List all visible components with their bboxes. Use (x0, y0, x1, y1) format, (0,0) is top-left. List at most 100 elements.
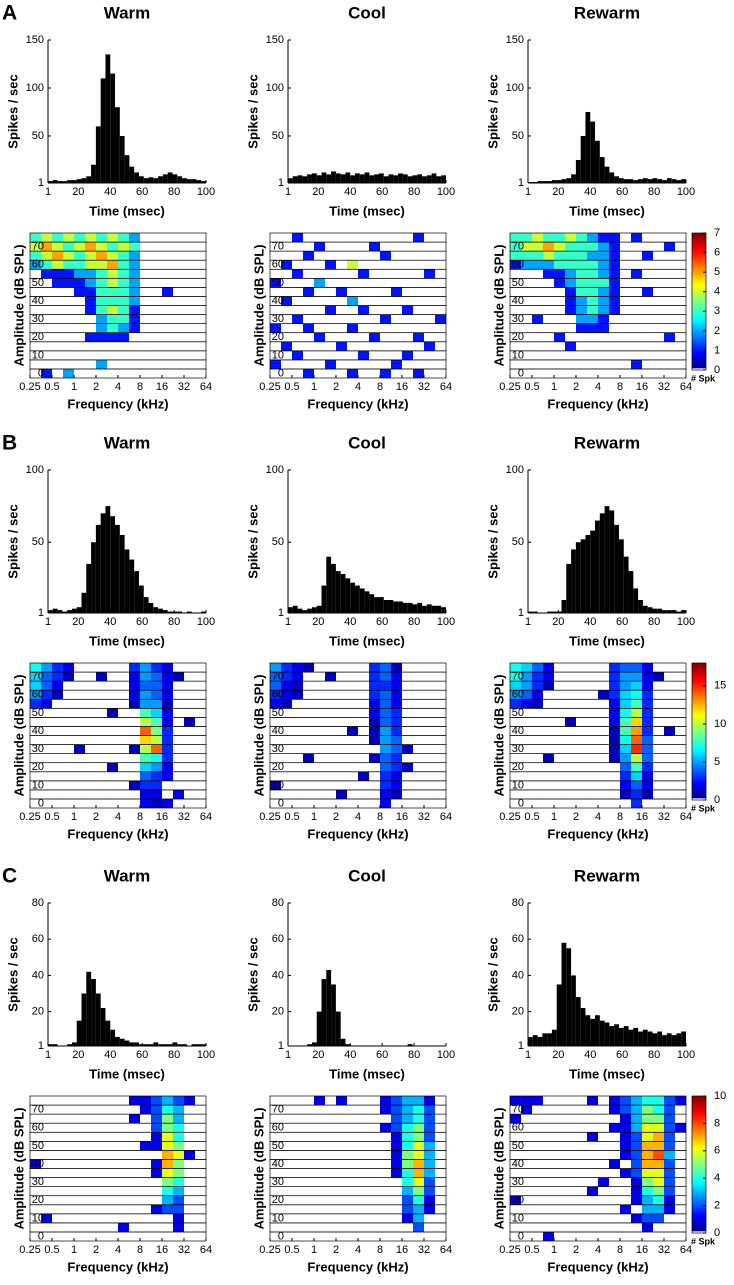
heatmap-cell (281, 287, 292, 297)
heatmap-cell (184, 681, 195, 691)
heatmap-cell (630, 278, 642, 288)
heatmap-cell (576, 744, 587, 754)
histogram-bar (542, 1033, 548, 1046)
colorbar-swatch (692, 329, 706, 332)
histogram-bar (537, 1036, 543, 1046)
x-tick-label: 64 (200, 811, 212, 823)
heatmap-cell (140, 251, 151, 261)
heatmap-cell (74, 690, 85, 700)
colorbar-swatch (692, 1119, 706, 1123)
heatmap-cell (129, 368, 140, 378)
heatmap-cell (336, 717, 347, 727)
heatmap-cell (184, 341, 195, 351)
x-tick-label: 8 (377, 381, 383, 393)
heatmap-cell (173, 1204, 184, 1214)
histogram-bar (321, 585, 327, 613)
heatmap-cell (96, 1213, 107, 1223)
heatmap-cell (129, 323, 140, 333)
heatmap-cell (52, 1096, 63, 1106)
y-tick-label: 40 (512, 1158, 524, 1170)
heatmap-cell (586, 798, 598, 808)
heatmap-cell (106, 726, 118, 736)
histogram-bar (196, 180, 202, 183)
y-tick-label: 1 (518, 1040, 524, 1052)
heatmap-cell (74, 278, 85, 288)
histogram-bar (528, 611, 533, 613)
heatmap-cell (413, 305, 424, 315)
heatmap-cell (424, 1222, 435, 1232)
x-tick-label: 1 (525, 1049, 531, 1061)
heatmap-cell (630, 1168, 642, 1178)
heatmap-cell (554, 233, 565, 243)
heatmap-cell (620, 359, 631, 369)
heatmap-cell (586, 341, 598, 351)
y-tick-label: 50 (32, 536, 44, 548)
heatmap-cell (106, 771, 118, 781)
heatmap-cell (402, 780, 414, 790)
heatmap-cell (52, 368, 63, 378)
heatmap-cell (162, 1150, 174, 1160)
histogram-bar (633, 588, 639, 613)
heatmap-cell (118, 1150, 130, 1160)
heatmap-cell (129, 672, 140, 682)
heatmap-cell (106, 305, 118, 315)
histogram-bar (71, 1042, 77, 1046)
heatmap-cell (620, 1150, 631, 1160)
heatmap-cell (630, 1177, 642, 1187)
heatmap-cell (554, 1213, 565, 1223)
heatmap-cell (106, 314, 118, 324)
heatmap-cell (52, 1177, 63, 1187)
heatmap-cell (510, 780, 522, 790)
colorbar-swatch (692, 282, 706, 285)
heatmap-cell (270, 368, 282, 378)
heatmap-cell (390, 762, 402, 772)
heatmap-cell (52, 332, 63, 342)
heatmap-cell (62, 341, 74, 351)
heatmap-cell (532, 314, 543, 324)
heatmap-cell (184, 278, 195, 288)
heatmap-cell (674, 359, 686, 369)
heatmap-cell (74, 1096, 85, 1106)
heatmap-cell (41, 1159, 52, 1169)
y-tick-label: 0 (38, 1230, 44, 1242)
heatmap-cell (346, 771, 358, 781)
heatmap-cell (380, 1195, 391, 1205)
heatmap-cell (434, 708, 446, 718)
heatmap-cell (314, 726, 325, 736)
heatmap-cell (653, 1186, 664, 1196)
heatmap-cell (598, 1123, 610, 1133)
colorbar-tick-label: 0 (714, 364, 720, 376)
heatmap-cell (674, 242, 686, 252)
heatmap-cell (510, 1195, 522, 1205)
heatmap-cell (434, 1195, 446, 1205)
heatmap-cell (140, 1132, 151, 1142)
heatmap-cell (521, 1141, 532, 1151)
x-tick-label: 1 (45, 616, 51, 628)
heatmap-cell (336, 260, 347, 270)
heatmap-cell (598, 798, 610, 808)
heatmap-cell (402, 350, 414, 360)
heatmap-cell (314, 1168, 325, 1178)
heatmap-cell (324, 233, 336, 243)
heatmap-cell (434, 681, 446, 691)
x-tick-label: 1 (311, 1244, 317, 1256)
histogram-bar (119, 135, 125, 183)
heatmap-cell (674, 735, 686, 745)
heatmap-cell (402, 1186, 414, 1196)
heatmap-cell (434, 753, 446, 763)
heatmap-cell (380, 323, 391, 333)
colorbar-swatch (692, 759, 706, 762)
heatmap-cell (380, 753, 391, 763)
heatmap-cell (510, 1204, 522, 1214)
heatmap-cell (41, 753, 52, 763)
heatmap-cell (653, 735, 664, 745)
colorbar-swatch (692, 1123, 706, 1127)
heatmap-cell (369, 1231, 380, 1241)
heatmap-cell (150, 287, 162, 297)
heatmap-cell (576, 672, 587, 682)
colorbar-swatch (692, 269, 706, 273)
heatmap-cell (554, 269, 565, 279)
heatmap-cell (620, 690, 631, 700)
heatmap-cell (564, 1141, 576, 1151)
heatmap-cell (674, 744, 686, 754)
